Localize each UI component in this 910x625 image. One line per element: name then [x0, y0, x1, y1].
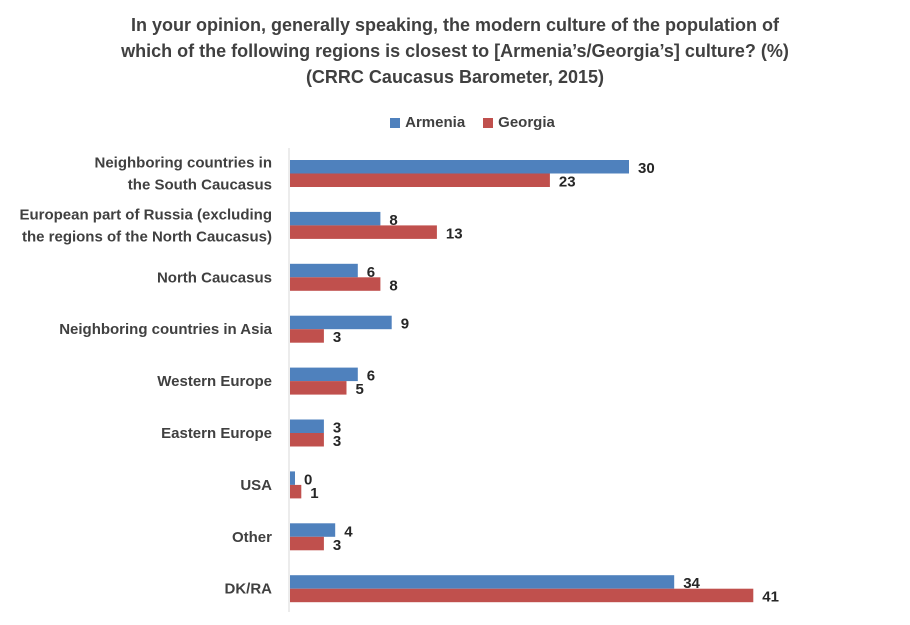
title-line-2: which of the following regions is closes… [121, 41, 789, 61]
data-label-armenia: 9 [401, 316, 409, 333]
category-label: European part of Russia (excluding [19, 206, 272, 223]
data-label-georgia: 13 [446, 225, 463, 242]
title-line-3: (CRRC Caucasus Barometer, 2015) [305, 67, 605, 87]
data-label-georgia: 8 [389, 277, 397, 294]
category-label: Western Europe [157, 373, 272, 390]
bar-georgia [290, 536, 324, 551]
chart-legend: Armenia Georgia [0, 114, 910, 131]
data-label-georgia: 5 [356, 381, 364, 398]
bar-georgia [290, 225, 437, 239]
category-label: Neighboring countries in [94, 155, 272, 172]
bar-georgia [290, 381, 347, 395]
category-label: the regions of the North Caucasus) [22, 228, 272, 245]
category-label: Eastern Europe [161, 425, 272, 442]
legend-swatch-georgia [483, 117, 494, 128]
category-label: Other [232, 529, 272, 546]
bar-georgia [290, 277, 381, 291]
bar-armenia [290, 160, 629, 174]
bar-georgia [290, 484, 302, 499]
legend-swatch-armenia [390, 117, 401, 128]
data-label-armenia: 30 [638, 160, 655, 177]
bar-georgia [290, 173, 550, 187]
category-label: DK/RA [225, 581, 273, 598]
data-label-georgia: 3 [333, 537, 341, 554]
legend-label-georgia: Georgia [498, 114, 555, 131]
bar-armenia [290, 211, 381, 226]
data-label-georgia: 3 [333, 433, 341, 450]
title-line-1: In your opinion, generally speaking, the… [130, 15, 780, 35]
category-label: USA [240, 477, 272, 494]
data-label-armenia: 4 [344, 523, 353, 540]
bar-georgia [290, 329, 324, 343]
chart-title: In your opinion, generally speaking, the… [0, 12, 910, 90]
data-label-armenia: 3 [333, 420, 341, 437]
bar-armenia [290, 263, 358, 278]
bar-armenia [290, 471, 295, 485]
bar-georgia [290, 433, 324, 447]
data-label-georgia: 1 [310, 485, 318, 502]
data-label-armenia: 34 [683, 575, 700, 592]
data-label-georgia: 41 [762, 589, 779, 606]
category-label: Neighboring countries in Asia [59, 321, 272, 338]
data-label-armenia: 0 [304, 471, 312, 488]
bar-armenia [290, 419, 324, 433]
legend-item-georgia: Georgia [483, 114, 555, 131]
category-label: the South Caucasus [128, 177, 272, 194]
bar-armenia [290, 367, 358, 382]
data-label-georgia: 23 [559, 174, 576, 191]
data-label-georgia: 3 [333, 329, 341, 346]
bar-armenia [290, 575, 675, 589]
bar-armenia [290, 523, 336, 537]
legend-label-armenia: Armenia [405, 114, 466, 131]
legend-item-armenia: Armenia [355, 114, 465, 131]
category-label: North Caucasus [157, 269, 272, 286]
bar-armenia [290, 315, 392, 330]
data-label-armenia: 8 [389, 212, 397, 229]
data-label-armenia: 6 [367, 264, 375, 281]
data-label-armenia: 6 [367, 368, 375, 385]
bar-georgia [290, 588, 754, 603]
